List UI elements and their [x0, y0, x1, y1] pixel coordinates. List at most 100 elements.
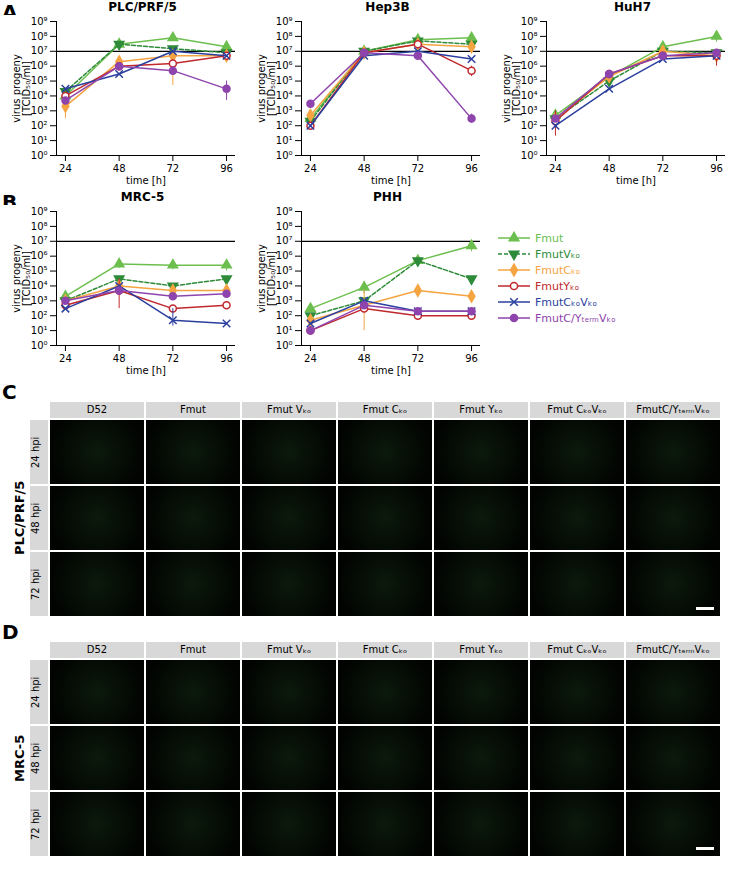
svg-text:10⁴: 10⁴ — [31, 280, 48, 291]
html-text:HuH7: HuH7 — [614, 0, 651, 14]
html-text:FmutCₖₒ: FmutCₖₒ — [535, 263, 581, 277]
html-text:Fmut: Fmut — [535, 231, 564, 245]
svg-text:10⁷: 10⁷ — [521, 45, 538, 56]
svg-text:10⁴: 10⁴ — [276, 280, 293, 291]
html-text:FmutCₖₒVₖₒ: FmutCₖₒVₖₒ — [535, 295, 597, 309]
svg-text:10¹: 10¹ — [31, 135, 48, 146]
svg-text:10²: 10² — [31, 120, 48, 131]
svg-text:time [h]: time [h] — [126, 365, 166, 376]
svg-text:10⁵: 10⁵ — [276, 75, 293, 86]
svg-text:10⁶: 10⁶ — [31, 250, 48, 261]
html-text:PHH: PHH — [373, 190, 402, 204]
svg-text:96: 96 — [465, 353, 478, 364]
svg-text:96: 96 — [710, 163, 723, 174]
html-text:Fmut: Fmut — [180, 404, 206, 415]
html-text:Hep3B: Hep3B — [365, 0, 410, 14]
svg-text:10¹: 10¹ — [521, 135, 538, 146]
svg-text:virus progeny[TCID₅₀/ml]: virus progeny[TCID₅₀/ml] — [501, 54, 522, 123]
svg-text:48: 48 — [358, 163, 371, 174]
svg-text:10⁷: 10⁷ — [276, 45, 293, 56]
svg-text:10³: 10³ — [31, 295, 48, 306]
svg-text:10¹: 10¹ — [276, 325, 293, 336]
svg-text:10²: 10² — [276, 310, 293, 321]
svg-text:24: 24 — [59, 353, 72, 364]
svg-text:10⁵: 10⁵ — [31, 265, 48, 276]
svg-text:72: 72 — [656, 163, 669, 174]
svg-text:10⁸: 10⁸ — [31, 221, 48, 232]
svg-text:10⁸: 10⁸ — [276, 31, 293, 42]
svg-text:10⁵: 10⁵ — [276, 265, 293, 276]
svg-text:10³: 10³ — [276, 295, 293, 306]
html-text:B: B — [2, 190, 18, 214]
svg-text:10¹: 10¹ — [31, 325, 48, 336]
svg-text:72: 72 — [411, 353, 424, 364]
svg-text:10⁸: 10⁸ — [521, 31, 538, 42]
svg-text:10⁰: 10⁰ — [31, 340, 48, 351]
html-text:Fmut Vₖₒ: Fmut Vₖₒ — [266, 404, 312, 415]
html-text:D: D — [2, 620, 19, 644]
svg-text:10⁶: 10⁶ — [276, 250, 293, 261]
svg-text:time [h]: time [h] — [616, 175, 656, 186]
svg-text:10⁴: 10⁴ — [276, 90, 293, 101]
svg-text:10³: 10³ — [276, 105, 293, 116]
svg-text:10⁷: 10⁷ — [31, 45, 48, 56]
svg-text:10³: 10³ — [521, 105, 538, 116]
svg-text:24: 24 — [59, 163, 72, 174]
svg-text:24: 24 — [304, 353, 317, 364]
svg-text:48: 48 — [113, 353, 126, 364]
svg-text:10⁰: 10⁰ — [276, 340, 293, 351]
svg-text:10⁷: 10⁷ — [31, 235, 48, 246]
svg-text:10⁸: 10⁸ — [276, 221, 293, 232]
html-text:PLC/PRF/5: PLC/PRF/5 — [12, 480, 27, 556]
svg-text:10⁴: 10⁴ — [31, 90, 48, 101]
svg-text:10³: 10³ — [31, 105, 48, 116]
html-text:MRC-5: MRC-5 — [120, 190, 165, 204]
svg-text:10⁰: 10⁰ — [276, 150, 293, 161]
html-text:FmutC/YₜₑᵣₘVₖₒ: FmutC/YₜₑᵣₘVₖₒ — [535, 311, 616, 325]
svg-text:time [h]: time [h] — [371, 365, 411, 376]
html-text:FmutVₖₒ: FmutVₖₒ — [535, 247, 581, 261]
html-text:C: C — [2, 380, 17, 404]
svg-text:10⁹: 10⁹ — [31, 16, 48, 27]
svg-text:10⁰: 10⁰ — [31, 150, 48, 161]
svg-text:96: 96 — [465, 163, 478, 174]
svg-text:24: 24 — [549, 163, 562, 174]
html-text:FmutYₖₒ: FmutYₖₒ — [535, 279, 580, 293]
svg-text:72: 72 — [166, 353, 179, 364]
svg-text:time [h]: time [h] — [126, 175, 166, 186]
svg-text:48: 48 — [603, 163, 616, 174]
svg-text:virus progeny[TCID₅₀/ml]: virus progeny[TCID₅₀/ml] — [256, 244, 277, 313]
svg-text:72: 72 — [166, 163, 179, 174]
svg-text:10⁶: 10⁶ — [276, 60, 293, 71]
svg-text:24: 24 — [304, 163, 317, 174]
svg-text:10²: 10² — [521, 120, 538, 131]
html-text:MRC-5: MRC-5 — [12, 734, 27, 782]
svg-text:72: 72 — [411, 163, 424, 174]
svg-text:10¹: 10¹ — [276, 135, 293, 146]
svg-text:virus progeny[TCID₅₀/ml]: virus progeny[TCID₅₀/ml] — [11, 54, 32, 123]
svg-text:10²: 10² — [276, 120, 293, 131]
svg-text:10⁵: 10⁵ — [31, 75, 48, 86]
svg-text:10⁶: 10⁶ — [31, 60, 48, 71]
svg-text:10⁹: 10⁹ — [521, 16, 538, 27]
html-text:A: A — [2, 0, 18, 24]
html-text:PLC/PRF/5: PLC/PRF/5 — [108, 0, 177, 14]
svg-text:10⁴: 10⁴ — [521, 90, 538, 101]
svg-text:10⁶: 10⁶ — [521, 60, 538, 71]
svg-text:96: 96 — [220, 163, 233, 174]
svg-text:10⁹: 10⁹ — [276, 206, 293, 217]
svg-text:48: 48 — [358, 353, 371, 364]
svg-text:48: 48 — [113, 163, 126, 174]
svg-text:virus progeny[TCID₅₀/ml]: virus progeny[TCID₅₀/ml] — [256, 54, 277, 123]
svg-text:10⁸: 10⁸ — [31, 31, 48, 42]
svg-text:10⁷: 10⁷ — [276, 235, 293, 246]
svg-text:10⁹: 10⁹ — [31, 206, 48, 217]
svg-text:virus progeny[TCID₅₀/ml]: virus progeny[TCID₅₀/ml] — [11, 244, 32, 313]
svg-text:96: 96 — [220, 353, 233, 364]
svg-text:time [h]: time [h] — [371, 175, 411, 186]
svg-text:10⁹: 10⁹ — [276, 16, 293, 27]
svg-text:10⁵: 10⁵ — [521, 75, 538, 86]
svg-text:10²: 10² — [31, 310, 48, 321]
html-text:D52: D52 — [86, 404, 108, 415]
svg-text:10⁰: 10⁰ — [521, 150, 538, 161]
